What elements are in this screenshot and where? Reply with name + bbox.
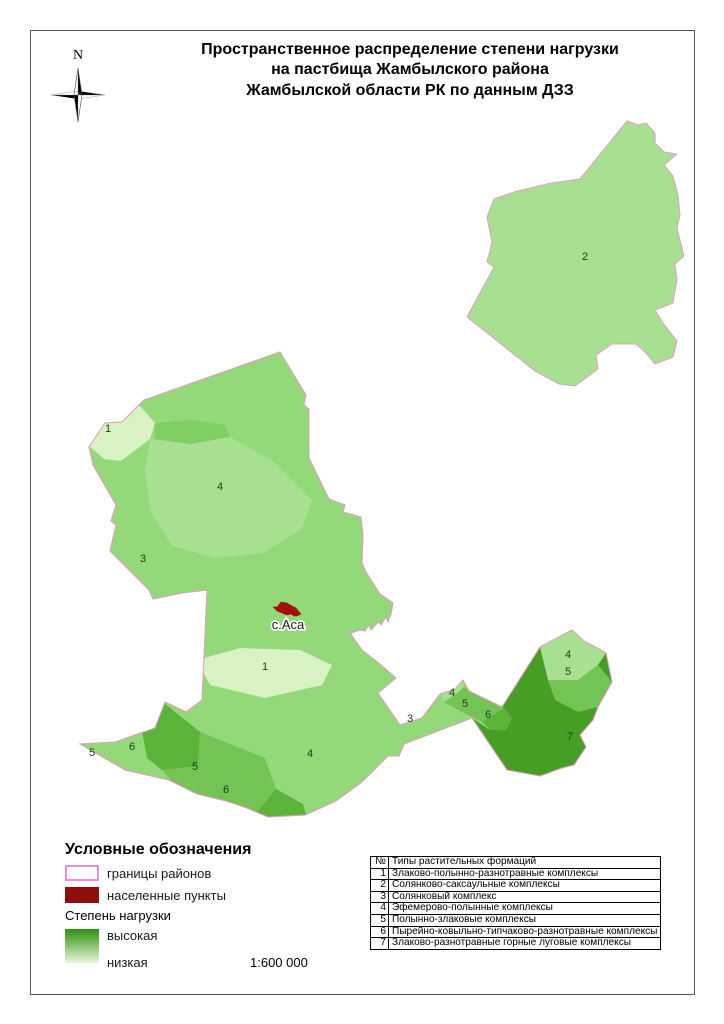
svg-text:4: 4 [449,687,455,699]
svg-text:4: 4 [307,748,313,760]
svg-text:1: 1 [262,661,268,673]
svg-text:c.Аса: c.Аса [272,617,305,632]
svg-text:4: 4 [217,481,223,493]
svg-text:5: 5 [462,698,468,710]
svg-text:6: 6 [129,741,135,753]
svg-text:2: 2 [582,251,588,263]
svg-text:5: 5 [192,761,198,773]
svg-text:6: 6 [485,709,491,721]
svg-text:7: 7 [567,731,573,743]
svg-text:5: 5 [565,666,571,678]
svg-text:1: 1 [105,423,111,435]
svg-text:3: 3 [140,553,146,565]
svg-text:5: 5 [89,747,95,759]
svg-text:4: 4 [565,649,571,661]
svg-text:6: 6 [223,784,229,796]
svg-text:3: 3 [407,713,413,725]
